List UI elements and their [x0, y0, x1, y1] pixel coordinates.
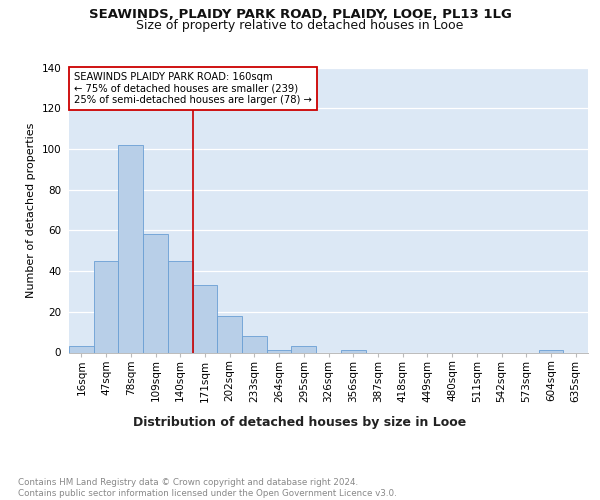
- Text: SEAWINDS PLAIDY PARK ROAD: 160sqm
← 75% of detached houses are smaller (239)
25%: SEAWINDS PLAIDY PARK ROAD: 160sqm ← 75% …: [74, 72, 312, 105]
- Bar: [341, 350, 365, 352]
- Text: Size of property relative to detached houses in Looe: Size of property relative to detached ho…: [136, 19, 464, 32]
- Bar: [217, 316, 242, 352]
- Text: Distribution of detached houses by size in Looe: Distribution of detached houses by size …: [133, 416, 467, 429]
- Y-axis label: Number of detached properties: Number of detached properties: [26, 122, 36, 298]
- Bar: [267, 350, 292, 352]
- Text: SEAWINDS, PLAIDY PARK ROAD, PLAIDY, LOOE, PL13 1LG: SEAWINDS, PLAIDY PARK ROAD, PLAIDY, LOOE…: [89, 8, 511, 20]
- Bar: [143, 234, 168, 352]
- Bar: [292, 346, 316, 352]
- Bar: [168, 261, 193, 352]
- Bar: [118, 145, 143, 352]
- Bar: [94, 261, 118, 352]
- Bar: [69, 346, 94, 352]
- Bar: [242, 336, 267, 352]
- Text: Contains HM Land Registry data © Crown copyright and database right 2024.
Contai: Contains HM Land Registry data © Crown c…: [18, 478, 397, 498]
- Bar: [539, 350, 563, 352]
- Bar: [193, 286, 217, 352]
